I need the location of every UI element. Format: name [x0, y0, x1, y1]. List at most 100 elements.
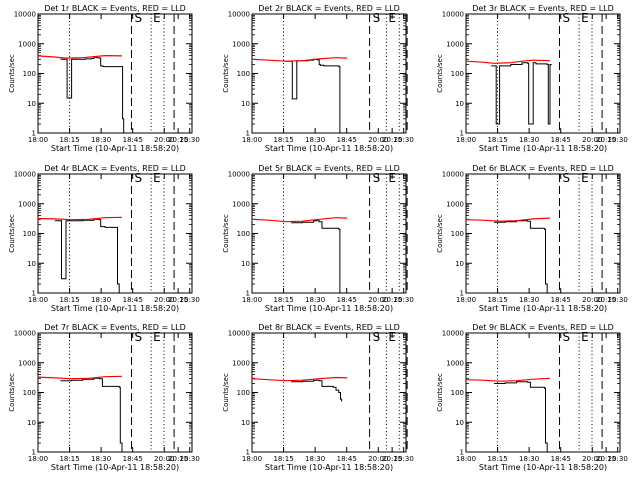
plot-frame	[251, 173, 407, 294]
end-marker: E	[581, 330, 589, 344]
x-tick-label: 18:45	[123, 296, 143, 304]
x-tick-label: 20:30	[608, 455, 628, 463]
x-tick-label: 20:00	[582, 136, 602, 144]
x-tick-label: 20:15	[168, 296, 188, 304]
x-tick-label: 18:15	[273, 296, 293, 304]
panel-title: Det 6r BLACK = Events, RED = LLD	[472, 164, 614, 173]
x-tick-label: 20:00	[368, 296, 388, 304]
y-tick-label: 1	[32, 290, 36, 298]
x-axis-label: Start Time (10-Apr-11 18:58:20)	[265, 304, 393, 313]
end-marker: E	[153, 11, 161, 25]
x-tick-label: 20:30	[394, 455, 414, 463]
detector-panel-7: Det 7r BLACK = Events, RED = LLD 1 10 100 10…	[8, 323, 200, 472]
x-tick-label: 18:00	[28, 455, 48, 463]
y-tick-label: 1000	[18, 40, 36, 48]
x-tick-label: 20:15	[596, 455, 616, 463]
y-tick-label: 100	[451, 389, 464, 397]
y-tick-label: 10000	[442, 330, 464, 338]
y-tick-label: 1000	[446, 40, 464, 48]
x-axis-label: Start Time (10-Apr-11 18:58:20)	[479, 463, 607, 472]
detector-panel-4: Det 4r BLACK = Events, RED = LLD 1 10 100 10…	[8, 164, 200, 313]
start-marker: S	[373, 330, 381, 344]
plot-frame	[465, 173, 621, 294]
x-axis-label: Start Time (10-Apr-11 18:58:20)	[51, 304, 179, 313]
plot-frame	[37, 13, 193, 134]
x-tick-label: 20:15	[382, 455, 402, 463]
y-tick-label: 10000	[14, 11, 36, 19]
x-tick-label: 20:15	[382, 296, 402, 304]
start-marker: S	[135, 11, 143, 25]
y-axis-label: Counts/sec	[8, 54, 16, 93]
x-axis-label: Start Time (10-Apr-11 18:58:20)	[265, 144, 393, 153]
x-tick-label: 20:00	[368, 455, 388, 463]
x-tick-label: 18:15	[59, 136, 79, 144]
panel-title: Det 4r BLACK = Events, RED = LLD	[44, 164, 186, 173]
x-tick-label: 18:30	[305, 136, 325, 144]
y-tick-label: 10	[241, 100, 250, 108]
detector-panel-8: Det 8r BLACK = Events, RED = LLD 1 10 100 10…	[222, 323, 414, 472]
x-tick-label: 20:15	[168, 136, 188, 144]
y-tick-label: 100	[451, 230, 464, 238]
panel-title: Det 1r BLACK = Events, RED = LLD	[44, 4, 186, 13]
start-marker: S	[563, 330, 571, 344]
y-axis-label: Counts/sec	[222, 214, 230, 253]
lld-series-line	[251, 57, 348, 62]
x-tick-label: 18:30	[91, 455, 111, 463]
plot-frame	[251, 13, 407, 134]
x-tick-label: 20:00	[582, 296, 602, 304]
events-series-line	[54, 218, 121, 294]
x-tick-label: 18:15	[273, 136, 293, 144]
x-axis-label: Start Time (10-Apr-11 18:58:20)	[265, 463, 393, 472]
y-tick-label: 100	[237, 230, 250, 238]
y-axis-label: Counts/sec	[8, 373, 16, 412]
lld-series-line	[251, 217, 348, 223]
y-tick-label: 1	[246, 130, 250, 138]
x-axis-label: Start Time (10-Apr-11 18:58:20)	[479, 144, 607, 153]
lld-series-line	[465, 59, 551, 64]
y-axis-label: Counts/sec	[222, 54, 230, 93]
x-tick-label: 20:00	[368, 136, 388, 144]
y-tick-label: 1000	[232, 359, 250, 367]
y-tick-label: 10	[455, 260, 464, 268]
x-tick-label: 18:00	[242, 136, 262, 144]
start-marker: S	[563, 11, 571, 25]
plot-frame	[251, 332, 407, 453]
end-marker: E	[581, 11, 589, 25]
y-tick-label: 10	[27, 100, 36, 108]
events-series-line	[494, 220, 548, 293]
y-tick-label: 10	[241, 260, 250, 268]
y-tick-label: 10	[241, 419, 250, 427]
y-tick-label: 100	[23, 70, 36, 78]
x-tick-label: 18:15	[273, 455, 293, 463]
lld-series-line	[465, 377, 551, 382]
x-tick-label: 18:45	[123, 136, 143, 144]
x-tick-label: 20:30	[608, 296, 628, 304]
y-tick-label: 100	[23, 389, 36, 397]
x-tick-label: 18:30	[519, 136, 539, 144]
x-tick-label: 18:00	[242, 455, 262, 463]
x-axis-label: Start Time (10-Apr-11 18:58:20)	[51, 144, 179, 153]
x-tick-label: 20:15	[596, 296, 616, 304]
x-tick-label: 18:00	[456, 136, 476, 144]
y-tick-label: 1	[460, 449, 464, 457]
x-tick-label: 20:30	[180, 455, 200, 463]
x-tick-label: 18:30	[519, 296, 539, 304]
events-series-line	[494, 381, 548, 452]
x-tick-label: 18:45	[123, 455, 143, 463]
lld-series-line	[37, 54, 123, 59]
y-tick-label: 1	[32, 449, 36, 457]
events-series-line	[60, 377, 123, 452]
lld-series-line	[251, 376, 348, 382]
end-marker: E	[153, 171, 161, 185]
y-tick-label: 10000	[228, 330, 250, 338]
x-tick-label: 20:30	[394, 136, 414, 144]
y-tick-label: 100	[237, 70, 250, 78]
x-tick-label: 18:15	[487, 136, 507, 144]
events-series-line	[285, 58, 343, 134]
x-tick-label: 20:15	[168, 455, 188, 463]
y-tick-label: 100	[237, 389, 250, 397]
x-tick-label: 20:00	[154, 136, 174, 144]
y-axis-label: Counts/sec	[436, 214, 444, 253]
y-tick-label: 1	[246, 449, 250, 457]
y-tick-label: 1	[32, 130, 36, 138]
